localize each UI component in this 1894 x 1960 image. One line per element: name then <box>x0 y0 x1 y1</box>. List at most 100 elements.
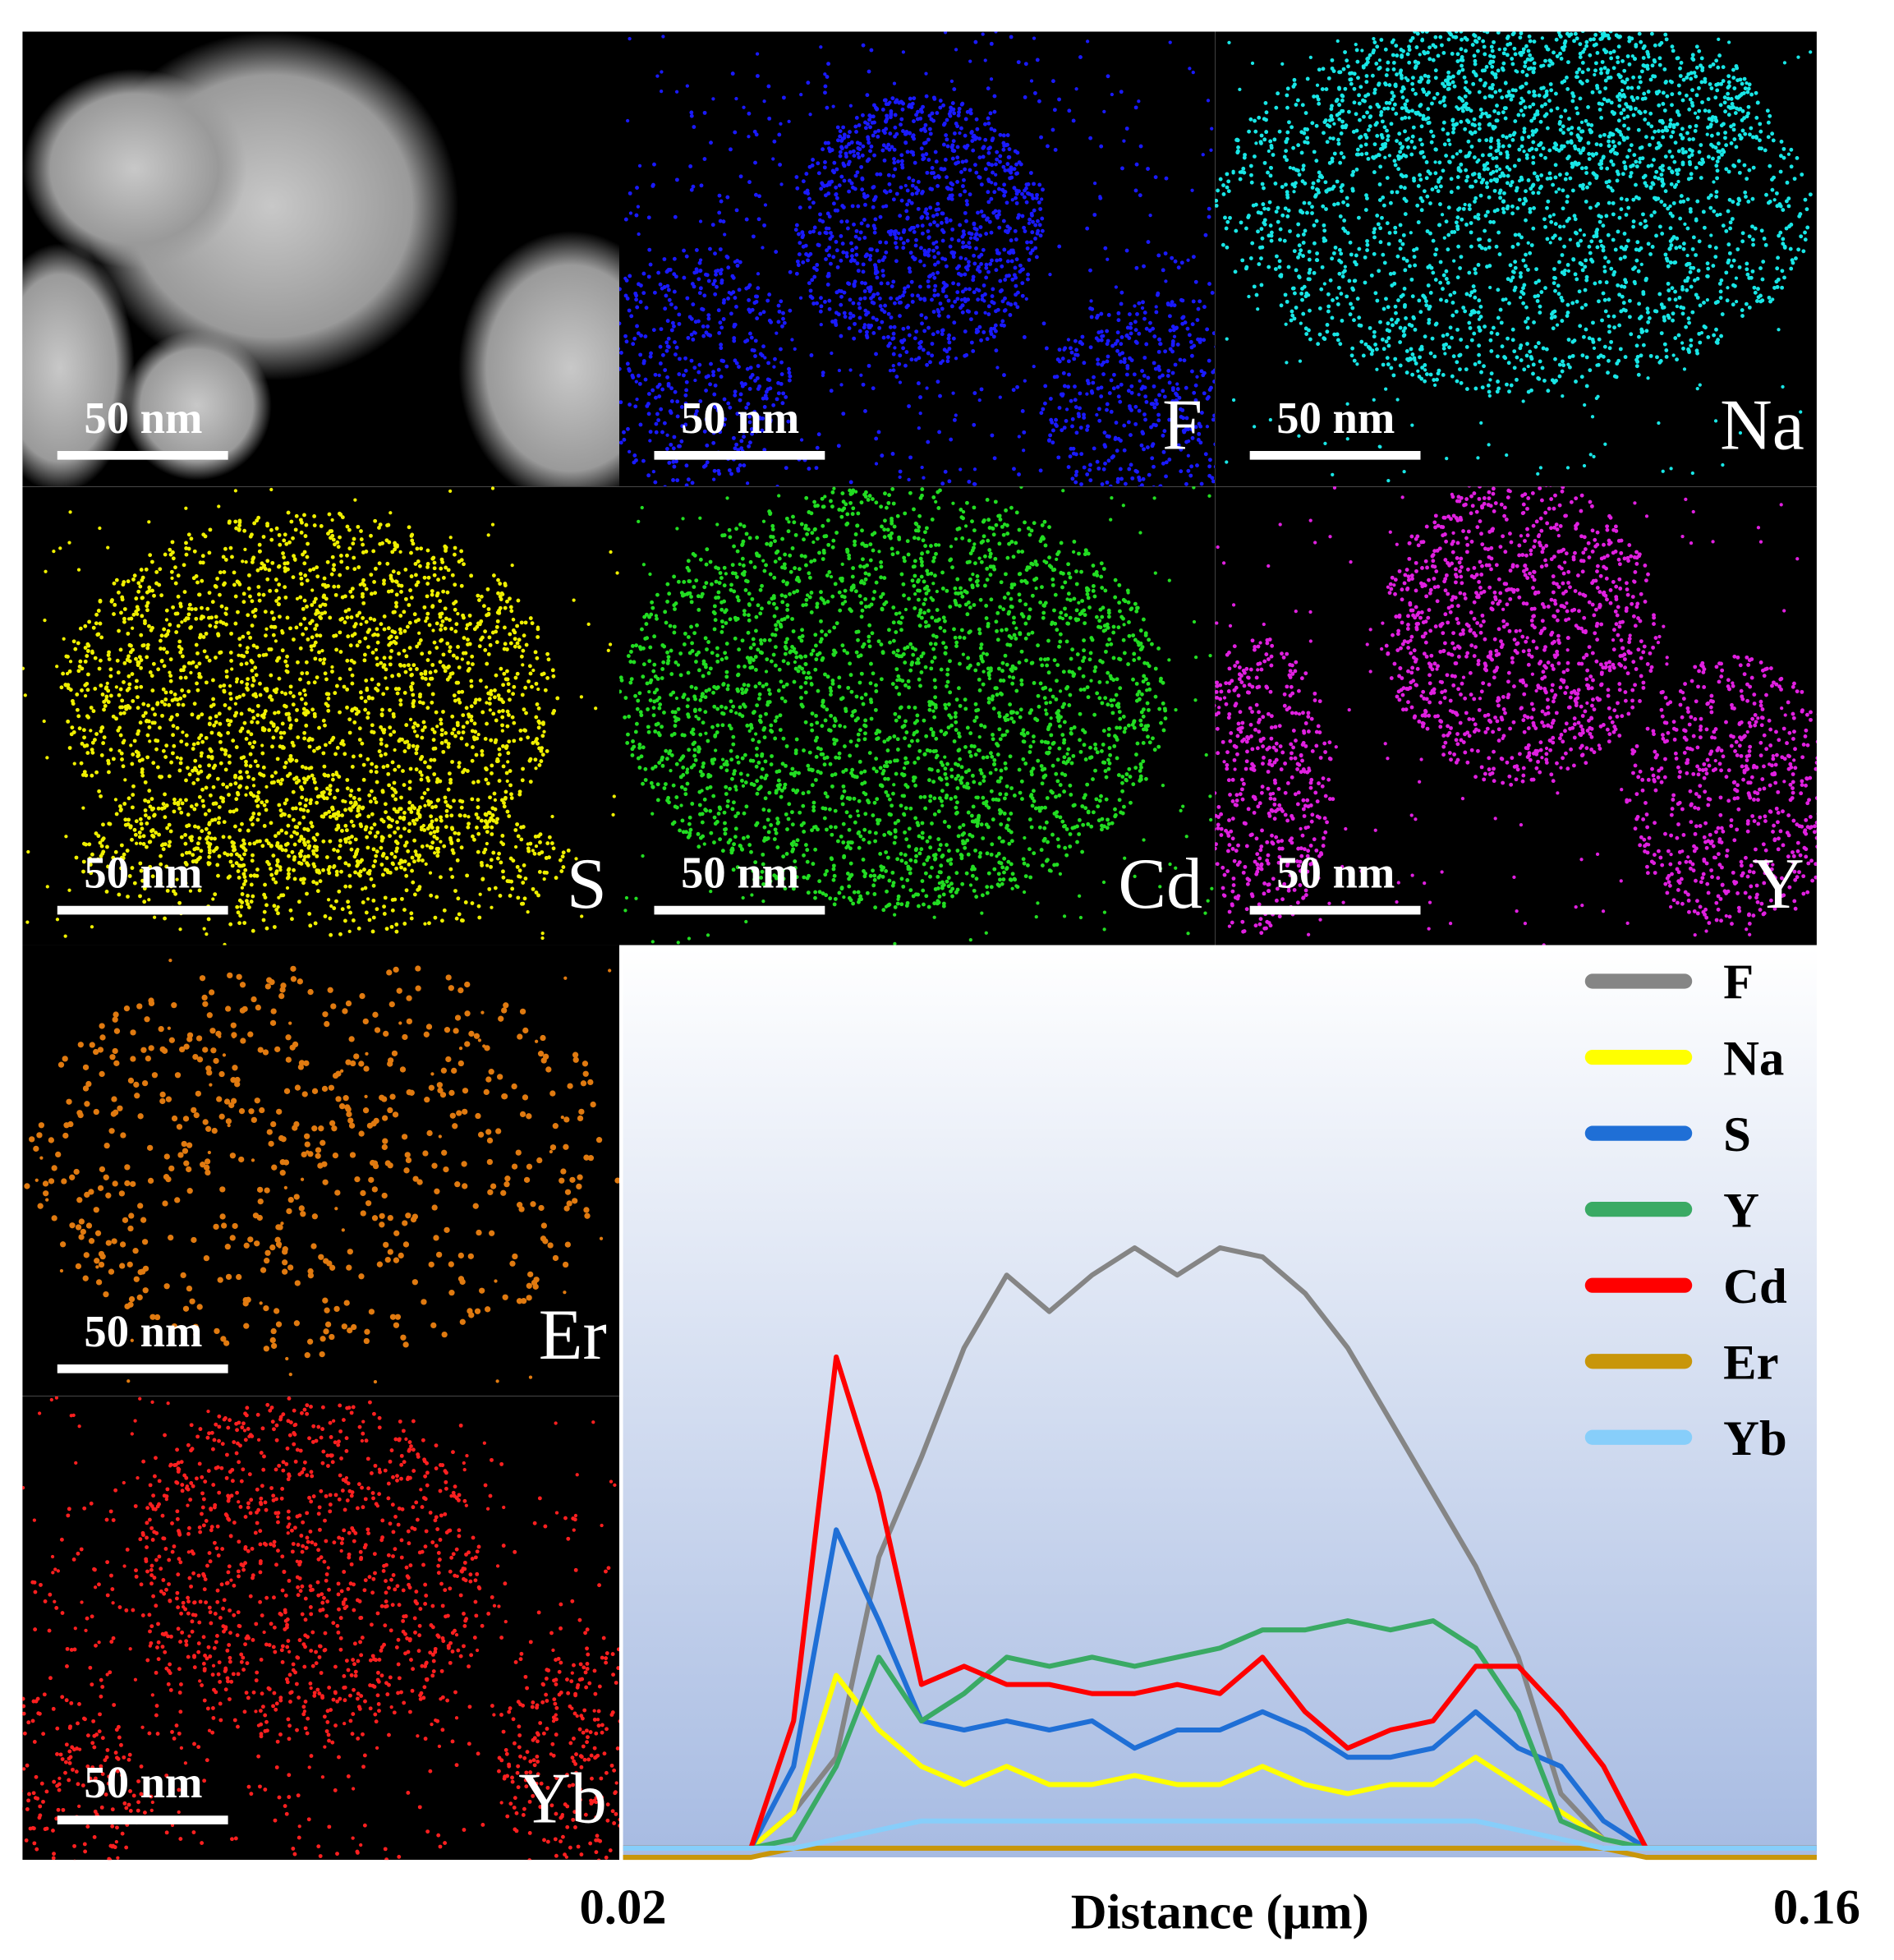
dot <box>862 235 867 240</box>
dot <box>1736 107 1741 112</box>
dot <box>1557 374 1562 379</box>
dot <box>1349 71 1354 76</box>
dot <box>1283 206 1288 211</box>
dot <box>871 294 876 299</box>
dot <box>876 430 881 435</box>
dot <box>1033 237 1037 241</box>
dot <box>1292 77 1297 82</box>
dot <box>628 37 632 41</box>
dot <box>960 159 965 164</box>
dot <box>660 352 665 357</box>
dot <box>1546 47 1551 52</box>
dot <box>951 281 956 286</box>
dot <box>1153 366 1158 371</box>
dot <box>1664 355 1669 359</box>
dot <box>1643 109 1648 114</box>
dot <box>1042 401 1047 406</box>
dot <box>1721 79 1726 83</box>
dot <box>1393 163 1398 168</box>
dot <box>1014 162 1018 167</box>
dot <box>1025 240 1029 245</box>
map-panel <box>619 31 1216 487</box>
dot <box>835 125 840 130</box>
dot <box>1679 194 1684 199</box>
dot <box>847 142 852 146</box>
dot <box>1211 479 1216 484</box>
dot <box>1285 299 1289 304</box>
dot <box>1627 35 1632 40</box>
dot <box>1496 386 1501 391</box>
dot <box>931 95 936 100</box>
dot <box>877 297 882 301</box>
dot <box>1750 224 1754 229</box>
dot <box>1096 386 1101 391</box>
dot <box>664 340 669 345</box>
dot <box>1558 51 1562 56</box>
dot <box>955 145 960 150</box>
dot <box>1480 385 1485 390</box>
dot <box>951 255 956 260</box>
dot <box>1170 324 1175 329</box>
dot <box>1669 243 1674 247</box>
dot <box>954 413 958 417</box>
dot <box>1533 294 1538 299</box>
dot <box>643 377 648 382</box>
dot <box>854 246 858 251</box>
dot <box>1779 140 1784 144</box>
dot <box>1130 476 1135 481</box>
dot <box>1018 269 1023 274</box>
dot <box>1563 39 1568 44</box>
dot <box>1584 166 1588 170</box>
dot <box>1617 140 1622 145</box>
dot <box>916 381 921 386</box>
dot <box>1005 133 1010 137</box>
dot <box>1720 312 1725 316</box>
dot <box>1193 398 1198 403</box>
dot <box>1372 329 1377 334</box>
dot <box>898 380 903 384</box>
dot <box>899 99 903 104</box>
dot <box>747 307 752 312</box>
dot <box>677 321 682 326</box>
dot <box>844 151 848 156</box>
dot <box>1390 283 1395 288</box>
dot <box>1808 192 1813 197</box>
dot <box>677 444 681 449</box>
dot <box>1071 118 1076 123</box>
dot <box>1479 180 1484 185</box>
dot <box>758 352 763 357</box>
dot <box>1441 273 1446 278</box>
dot <box>1694 65 1699 70</box>
dot <box>1366 127 1371 132</box>
dot <box>972 467 977 472</box>
dot <box>881 335 886 340</box>
dot <box>1285 214 1290 219</box>
dot <box>1027 221 1032 225</box>
dot <box>1170 339 1175 343</box>
dot <box>652 290 657 295</box>
dot <box>1191 255 1196 260</box>
dot <box>1188 473 1193 478</box>
dot <box>1657 90 1662 94</box>
dot <box>1671 318 1675 323</box>
dot <box>873 130 878 135</box>
dot <box>1609 100 1614 105</box>
dot <box>1526 135 1531 140</box>
dot <box>1636 85 1641 90</box>
dot <box>1584 258 1588 263</box>
dot <box>1721 148 1725 153</box>
dot <box>1595 228 1600 232</box>
dot <box>1713 301 1718 306</box>
dot <box>1259 133 1264 138</box>
dot <box>1372 235 1377 240</box>
dot <box>881 274 885 278</box>
dot <box>855 170 860 175</box>
dot <box>930 186 935 191</box>
dot <box>995 157 1000 162</box>
dot <box>1327 187 1332 191</box>
dot <box>684 483 689 487</box>
dot <box>1521 47 1526 52</box>
dot <box>888 369 893 373</box>
dot <box>1676 56 1680 61</box>
dot <box>1593 42 1598 47</box>
